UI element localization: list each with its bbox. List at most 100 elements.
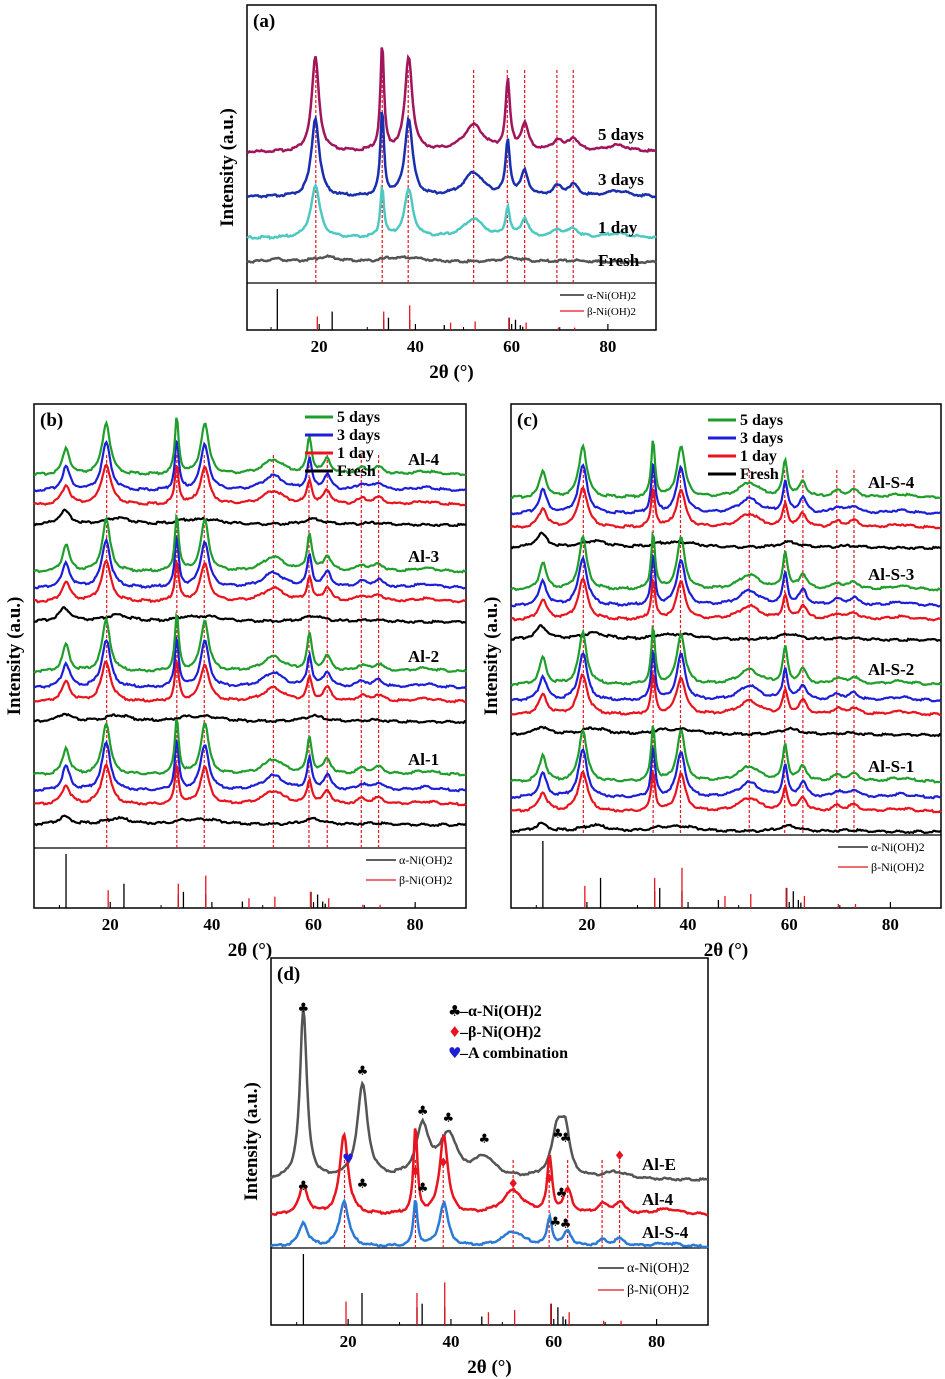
x-tick-label: 40 [407,337,424,356]
series-line [510,725,942,738]
x-tick-label: 60 [781,915,798,934]
combination-peak-marker: ♥ [342,1152,354,1167]
series-label: Fresh [598,251,640,270]
series-label: 3 days [598,170,644,189]
series-line [510,530,942,592]
series-line [33,508,466,528]
legend-text: 5 days [740,412,783,429]
legend-text: 1 day [740,448,777,465]
series-label: Al-E [642,1155,676,1174]
series-line [510,462,941,516]
legend-text: Fresh [337,463,376,480]
x-axis-label: 2θ (°) [429,362,473,383]
beta-peak-marker: ♦ [437,1156,449,1171]
alpha-peak-marker: ♣ [417,1181,429,1196]
beta-peak-marker: ♦ [543,1172,555,1187]
series-line [510,648,942,703]
x-tick-label: 80 [599,337,616,356]
panel-c: 20 40 60 80 2θ (°) Intensity (a.u.) (c) α-Ni(OH… [481,403,942,961]
alpha-peak-marker: ♣ [556,1186,568,1201]
alpha-peak-marker: ♣ [298,1001,310,1016]
group-label: Al-S-2 [868,660,914,679]
panel-label: (b) [40,410,63,431]
panel-d: 20 40 60 80 2θ (°) Intensity (a.u.) (d) α-Ni(OH… [241,957,709,1378]
panel-a: 20 40 60 80 2θ (°) Intensity (a.u.) (a) α-Ni(OH… [217,4,657,383]
series-line [33,606,466,624]
legend-text: 3 days [337,427,380,444]
x-tick-label: 40 [680,915,697,934]
group-label: Al-1 [408,750,439,769]
group-label: Al-2 [408,647,439,666]
alpha-peak-marker: ♣ [560,1217,572,1232]
series-line [510,486,942,530]
group-label: Al-S-4 [868,473,915,492]
y-axis-label: Intensity (a.u.) [4,597,25,716]
panel-label: (c) [517,410,538,431]
x-tick-label: 60 [503,337,520,356]
series-label: 1 day [598,218,638,237]
panel-label: (a) [253,11,275,32]
x-tick-label: 20 [102,915,119,934]
alpha-peak-marker: ♣ [443,1111,455,1126]
reference-legend-text: α-Ni(OH)2 [399,853,453,867]
x-axis-label: 2θ (°) [228,940,272,961]
series-line [510,744,942,800]
group-label: Al-S-1 [868,757,914,776]
alpha-peak-marker: ♣ [479,1132,491,1147]
series-line [510,576,942,622]
x-axis-label: 2θ (°) [467,1357,511,1378]
alpha-peak-marker: ♣ [357,1064,369,1079]
series-line [270,1128,709,1217]
series-line [510,725,942,784]
series-line [33,417,467,477]
reference-legend-text: β-Ni(OH)2 [399,873,452,887]
alpha-peak-marker: ♣ [552,1127,564,1142]
beta-peak-marker: ♦ [410,1165,422,1180]
marker-legend-symbol: ♣ [448,1002,461,1020]
series-line [33,657,467,704]
series-line [33,718,467,777]
series-line [510,531,941,551]
series-line [33,439,466,493]
plot-frame [33,403,467,909]
legend-text: 3 days [740,430,783,447]
reference-legend-text: β-Ni(OH)2 [627,1283,689,1298]
series-label: 5 days [598,125,644,144]
series-line [270,1008,708,1182]
series-line [510,768,942,814]
series-line [246,111,657,199]
series-line [33,635,467,690]
x-tick-label: 80 [882,915,899,934]
plot-frame [246,4,657,331]
legend-text: 1 day [337,445,374,462]
reference-legend-text: β-Ni(OH)2 [871,860,924,874]
x-axis-label: 2θ (°) [704,940,748,961]
series-label: Al-4 [642,1190,674,1209]
group-label: Al-4 [408,450,440,469]
reference-legend-text: α-Ni(OH)2 [627,1261,690,1276]
series-line [510,440,942,500]
marker-legend-text: –A combination [459,1045,568,1062]
y-axis-label: Intensity (a.u.) [481,597,502,716]
series-line [33,534,467,590]
x-tick-label: 40 [203,915,220,934]
reference-legend-text: α-Ni(OH)2 [871,840,925,854]
series-line [510,552,942,608]
alpha-peak-marker: ♣ [357,1177,369,1192]
series-line [510,821,942,835]
marker-legend-text: –α-Ni(OH)2 [459,1003,542,1020]
series-line [246,47,656,155]
x-tick-label: 60 [305,915,322,934]
series-line [33,558,467,604]
x-tick-label: 20 [578,915,595,934]
reference-legend-text: α-Ni(OH)2 [587,290,636,302]
series-line [33,512,467,574]
series-line [33,814,467,828]
x-tick-label: 20 [311,337,328,356]
y-axis-label: Intensity (a.u.) [217,108,238,227]
alpha-peak-marker: ♣ [298,1179,310,1194]
panel-label: (d) [277,964,300,985]
plot-frame [270,957,709,1326]
reference-legend-text: β-Ni(OH)2 [587,306,636,318]
